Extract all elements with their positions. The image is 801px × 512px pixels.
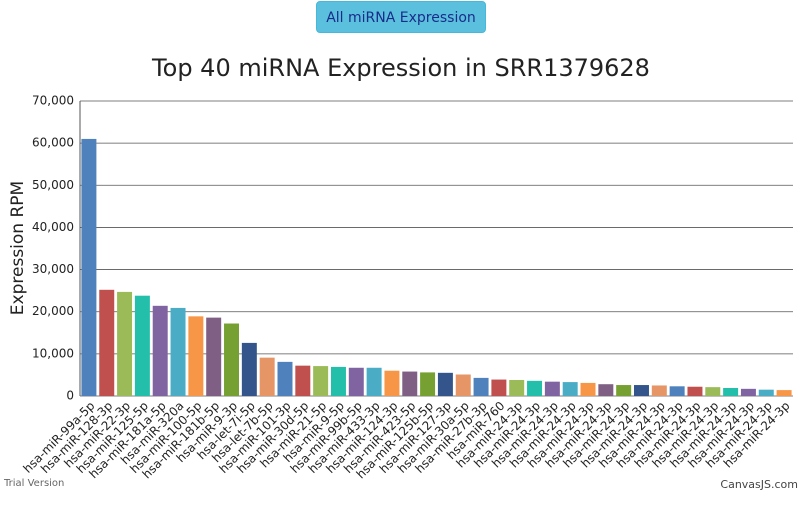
bar	[206, 317, 222, 396]
bar	[313, 366, 329, 396]
chart-title: Top 40 miRNA Expression in SRR1379628	[151, 54, 650, 82]
bar	[455, 374, 471, 396]
y-tick-label: 0	[66, 389, 74, 403]
bar	[170, 307, 186, 396]
bar	[616, 385, 632, 396]
bar	[117, 291, 133, 396]
bar	[224, 323, 239, 396]
all-mirna-button[interactable]: All miRNA Expression	[316, 1, 486, 33]
bar	[330, 366, 346, 396]
bar	[705, 387, 721, 396]
bar	[651, 385, 667, 396]
bar	[598, 384, 614, 396]
bar	[420, 372, 436, 396]
bar	[634, 385, 649, 396]
bar	[491, 379, 507, 396]
bar	[723, 387, 739, 396]
bar	[758, 389, 774, 396]
bar	[188, 316, 204, 396]
bar	[544, 381, 560, 396]
bar	[259, 357, 275, 396]
bar	[134, 295, 150, 396]
bar	[740, 388, 756, 396]
bar	[402, 371, 418, 396]
y-tick-label: 60,000	[32, 136, 74, 150]
bar	[509, 379, 525, 396]
bar	[687, 386, 703, 396]
bar	[99, 289, 115, 396]
bar	[776, 390, 792, 396]
trial-note: Trial Version	[3, 478, 64, 489]
y-tick-label: 10,000	[32, 346, 74, 360]
bar	[669, 386, 685, 396]
y-tick-label: 20,000	[32, 304, 74, 318]
bar	[527, 380, 543, 396]
bar	[152, 305, 168, 396]
bar	[295, 365, 311, 396]
bar	[81, 138, 97, 396]
y-tick-label: 70,000	[32, 94, 74, 108]
bar	[580, 382, 596, 396]
credit: CanvasJS.com	[720, 478, 798, 491]
y-tick-label: 50,000	[32, 178, 74, 192]
bar	[241, 342, 257, 396]
y-axis-title: Expression RPM	[8, 181, 28, 315]
bar	[348, 367, 364, 396]
bar	[277, 361, 293, 396]
y-tick-label: 40,000	[32, 220, 74, 234]
bar	[437, 372, 453, 396]
bar	[366, 367, 382, 396]
y-tick-label: 30,000	[32, 262, 74, 276]
bar	[384, 370, 400, 396]
bar	[562, 382, 578, 396]
bar	[473, 377, 489, 396]
